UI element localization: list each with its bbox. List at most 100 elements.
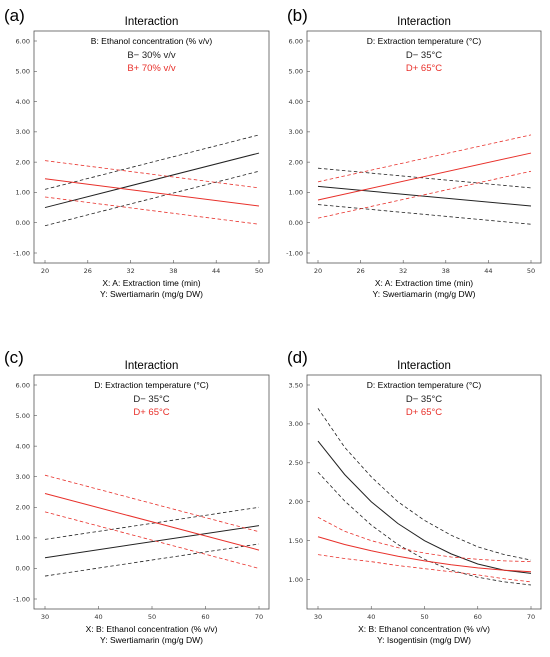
chart-panel-3: (c) Interaction -1.00 0.00 1.00 2.00 3.00 4.00 5… xyxy=(4,348,270,645)
y-tick-label: 4.00 xyxy=(16,98,30,106)
legend-entry-2: D+ 65°C xyxy=(133,407,169,418)
x-tick-label: 50 xyxy=(148,613,156,621)
y-tick-label: 6.00 xyxy=(16,381,30,389)
y-tick-label: 2.00 xyxy=(289,158,303,166)
y-tick-label: 2.00 xyxy=(16,504,30,512)
ci-lower-line xyxy=(317,170,532,219)
x-tick-label: 32 xyxy=(399,267,407,275)
ci-upper-line xyxy=(44,506,260,540)
series-2 xyxy=(317,134,532,219)
chart-title: Interaction xyxy=(397,360,451,372)
ci-upper-line xyxy=(44,134,260,190)
y-tick-label: 1.00 xyxy=(289,189,303,197)
series-1 xyxy=(44,506,260,577)
y-tick-label: 5.00 xyxy=(16,68,30,76)
series-line xyxy=(44,493,260,551)
y-tick-label: -1.00 xyxy=(286,249,303,257)
y-tick-label: 3.00 xyxy=(16,128,30,136)
legend-entry-1: D− 35°C xyxy=(406,50,442,61)
y-tick-label: -1.00 xyxy=(13,249,30,257)
x-axis-label: X: A: Extraction time (min) xyxy=(102,278,200,288)
x-axis-label: X: B: Ethanol concentration (% v/v) xyxy=(358,624,490,634)
y-tick-label: 4.00 xyxy=(16,442,30,450)
x-tick-label: 32 xyxy=(126,267,134,275)
y-tick-label: 0.00 xyxy=(16,219,30,227)
ci-upper-line xyxy=(44,160,260,189)
panel-label: (d) xyxy=(287,348,308,367)
y-tick-label: 5.00 xyxy=(289,68,303,76)
ci-upper-line xyxy=(317,134,532,183)
plot-frame xyxy=(33,30,270,264)
x-tick-label: 38 xyxy=(169,267,177,275)
x-tick-label: 26 xyxy=(356,267,364,275)
x-tick-label: 38 xyxy=(442,267,450,275)
x-tick-label: 20 xyxy=(314,267,322,275)
series-line xyxy=(44,525,260,559)
y-tick-label: 1.00 xyxy=(16,534,30,542)
x-tick-label: 50 xyxy=(420,613,428,621)
y-axis-label: Y: Swertiamarin (mg/g DW) xyxy=(100,289,203,299)
y-tick-label: -1.00 xyxy=(13,595,30,603)
legend-entry-2: D+ 65°C xyxy=(406,63,442,74)
series-2 xyxy=(317,516,532,583)
legend-entry-1: B− 30% v/v xyxy=(127,50,176,61)
series-line xyxy=(317,152,532,201)
legend-entry-1: D− 35°C xyxy=(133,394,169,405)
y-tick-label: 3.00 xyxy=(289,420,303,428)
ci-lower-line xyxy=(317,471,532,586)
x-tick-label: 30 xyxy=(41,613,49,621)
y-tick-label: 5.00 xyxy=(16,412,30,420)
chart-title: Interaction xyxy=(397,16,451,28)
series-2 xyxy=(44,474,260,569)
ci-lower-line xyxy=(317,554,532,583)
x-tick-label: 50 xyxy=(527,267,535,275)
panel-label: (c) xyxy=(4,348,24,367)
legend-title: D: Extraction temperature (°C) xyxy=(367,36,482,46)
y-tick-label: 2.00 xyxy=(289,498,303,506)
y-tick-label: 0.00 xyxy=(16,565,30,573)
x-tick-label: 60 xyxy=(201,613,209,621)
x-tick-label: 40 xyxy=(367,613,375,621)
y-tick-label: 2.00 xyxy=(16,158,30,166)
y-tick-label: 1.00 xyxy=(289,576,303,584)
y-tick-label: 2.50 xyxy=(289,459,303,467)
plot-frame xyxy=(306,374,542,610)
series-line xyxy=(44,178,260,207)
x-tick-label: 70 xyxy=(255,613,263,621)
legend-title: D: Extraction temperature (°C) xyxy=(94,380,209,390)
chart-panel-2: (b) Interaction -1.00 0.00 1.00 2.00 3.00 4.00 5… xyxy=(286,6,542,299)
y-tick-label: 1.50 xyxy=(289,537,303,545)
ci-upper-line xyxy=(317,408,532,561)
series-1 xyxy=(317,167,532,225)
legend-entry-1: D− 35°C xyxy=(406,394,442,405)
x-axis-label: X: A: Extraction time (min) xyxy=(375,278,473,288)
series-1 xyxy=(317,408,532,586)
series-line xyxy=(317,536,532,573)
y-tick-label: 0.00 xyxy=(289,219,303,227)
panel-label: (a) xyxy=(4,6,25,25)
legend-title: B: Ethanol concentration (% v/v) xyxy=(91,36,213,46)
series-line xyxy=(317,440,532,574)
ci-lower-line xyxy=(317,204,532,225)
x-tick-label: 30 xyxy=(314,613,322,621)
y-tick-label: 3.00 xyxy=(289,128,303,136)
x-tick-label: 50 xyxy=(255,267,263,275)
y-tick-label: 6.00 xyxy=(289,37,303,45)
ci-lower-line xyxy=(44,196,260,225)
x-tick-label: 20 xyxy=(41,267,49,275)
panel-label: (b) xyxy=(287,6,308,25)
chart-panel-4: (d) Interaction 1.00 1.50 2.00 2.50 3.00 3.50 30… xyxy=(287,348,542,645)
x-tick-label: 40 xyxy=(94,613,102,621)
y-tick-label: 6.00 xyxy=(16,37,30,45)
ci-upper-line xyxy=(317,516,532,563)
ci-upper-line xyxy=(317,167,532,189)
plot-frame xyxy=(33,374,270,610)
x-tick-label: 60 xyxy=(474,613,482,621)
series-line xyxy=(44,152,260,209)
x-tick-label: 26 xyxy=(84,267,92,275)
y-tick-label: 3.50 xyxy=(289,381,303,389)
y-tick-label: 3.00 xyxy=(16,473,30,481)
x-axis-label: X: B: Ethanol concentration (% v/v) xyxy=(86,624,218,634)
x-tick-label: 44 xyxy=(212,267,220,275)
y-tick-label: 4.00 xyxy=(289,98,303,106)
